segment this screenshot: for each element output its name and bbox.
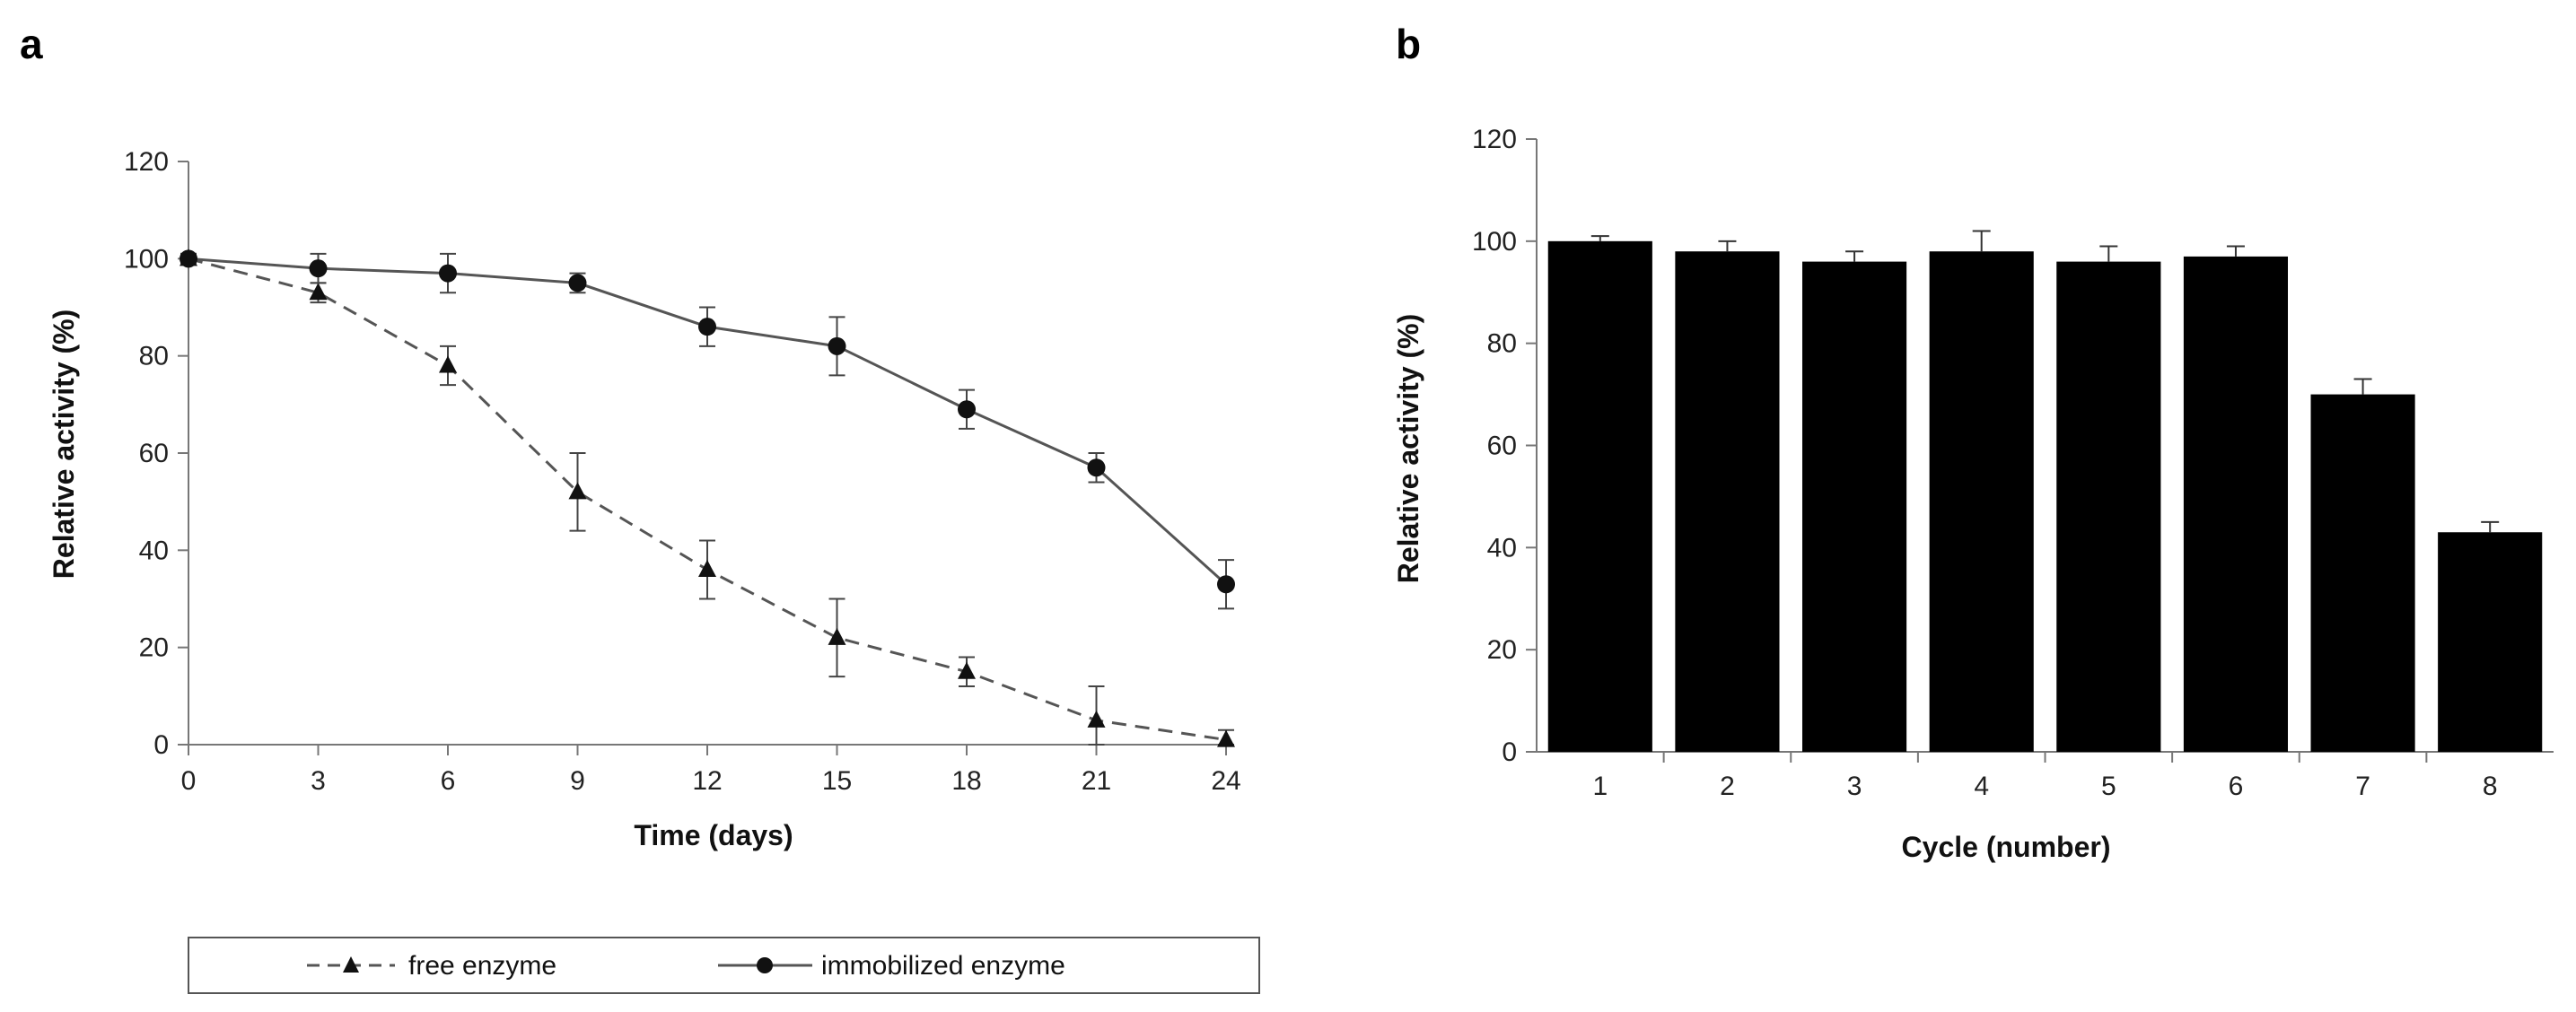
data-point-triangle <box>958 661 976 679</box>
chart-b-y-tick-label: 100 <box>1472 227 1517 257</box>
data-point-triangle <box>568 482 587 500</box>
chart-a-x-axis-title: Time (days) <box>634 819 793 851</box>
legend-free-enzyme-label: free enzyme <box>408 951 556 981</box>
data-point-circle <box>828 336 846 355</box>
chart-a-x-tick-labels: 0 3 6 9 12 15 18 21 24 <box>181 766 1241 796</box>
chart-b-x-tick-label: 7 <box>2355 772 2370 801</box>
panel-label-b: b <box>1396 21 1421 67</box>
chart-a-y-tick-labels: 0 20 40 60 80 100 120 <box>124 147 169 760</box>
chart-a-x-tick-label: 0 <box>181 766 197 796</box>
chart-b-bars <box>1547 230 2543 753</box>
data-point-triangle <box>1217 729 1235 747</box>
data-point-triangle <box>439 355 457 373</box>
legend-circle-marker <box>757 957 773 973</box>
data-point-triangle <box>698 560 716 577</box>
chart-a-x-tick-label: 9 <box>570 766 585 796</box>
chart-a-series <box>180 249 1235 747</box>
chart-a-axes <box>178 161 1227 755</box>
chart-b-y-tick-labels: 0 20 40 60 80 100 120 <box>1472 125 1517 767</box>
chart-b-y-tick-label: 80 <box>1487 329 1517 359</box>
data-point-triangle <box>828 627 846 645</box>
chart-a-x-tick-label: 6 <box>441 766 456 796</box>
data-point-circle <box>698 318 716 336</box>
chart-b-x-tick-label: 8 <box>2483 772 2498 801</box>
chart-a-y-tick-label: 60 <box>139 439 169 468</box>
panel-label-a: a <box>20 21 43 67</box>
chart-a-y-axis-title: Relative activity (%) <box>48 310 80 580</box>
chart-b-x-tick-label: 5 <box>2101 772 2116 801</box>
data-point-triangle <box>1087 710 1106 728</box>
bar <box>1547 240 1652 752</box>
chart-a-x-tick-label: 12 <box>692 766 722 796</box>
chart-b-x-tick-label: 2 <box>1720 772 1735 801</box>
bar <box>1929 251 2034 752</box>
data-point-circle <box>1087 458 1106 477</box>
bar-chart: 0 20 40 60 80 100 120 1 2 3 4 5 6 7 8 Relative activi… <box>1392 125 2554 863</box>
chart-a-x-tick-label: 21 <box>1082 766 1111 796</box>
chart-b-y-tick-label: 20 <box>1487 635 1517 665</box>
chart-b-x-tick-label: 4 <box>1974 772 1989 801</box>
chart-b-x-tick-label: 1 <box>1592 772 1608 801</box>
data-point-circle <box>958 400 976 419</box>
chart-a-x-tick-label: 15 <box>822 766 852 796</box>
data-point-circle <box>180 249 197 268</box>
chart-a-x-tick-label: 3 <box>311 766 326 796</box>
data-point-circle <box>309 259 328 278</box>
bar <box>2438 532 2543 752</box>
chart-b-y-tick-label: 120 <box>1472 125 1517 154</box>
chart-b-x-tick-label: 3 <box>1847 772 1862 801</box>
chart-a-x-tick-label: 24 <box>1211 766 1240 796</box>
bar <box>2310 394 2415 752</box>
legend-immobilized-enzyme-label: immobilized enzyme <box>821 951 1065 981</box>
chart-a-x-tick-label: 18 <box>951 766 981 796</box>
chart-a-y-tick-label: 0 <box>153 730 169 760</box>
bar <box>2183 256 2289 752</box>
chart-b-y-axis-title: Relative activity (%) <box>1392 314 1424 584</box>
data-point-circle <box>439 264 457 283</box>
chart-b-y-tick-label: 40 <box>1487 533 1517 563</box>
legend-triangle-marker <box>343 956 359 973</box>
chart-a-legend: free enzyme immobilized enzyme <box>188 937 1260 994</box>
bar <box>2056 261 2161 753</box>
chart-a-y-tick-label: 40 <box>139 536 169 565</box>
chart-a-y-tick-label: 100 <box>124 244 169 274</box>
data-point-circle <box>1217 575 1235 594</box>
chart-b-x-tick-labels: 1 2 3 4 5 6 7 8 <box>1592 772 2497 801</box>
chart-a-y-tick-label: 80 <box>139 342 169 371</box>
chart-b-x-tick-label: 6 <box>2229 772 2244 801</box>
chart-a-y-tick-label: 120 <box>124 147 169 177</box>
chart-b-x-axis-title: Cycle (number) <box>1902 831 2111 863</box>
data-point-triangle <box>309 283 328 301</box>
chart-b-y-tick-label: 0 <box>1502 737 1517 767</box>
bar <box>1801 261 1907 753</box>
data-point-circle <box>568 274 587 292</box>
bar <box>1675 251 1780 752</box>
chart-b-y-tick-label: 60 <box>1487 432 1517 461</box>
chart-a-y-tick-label: 20 <box>139 633 169 663</box>
line-chart: 0 20 40 60 80 100 120 0 3 6 9 12 15 18 21 24 Relative … <box>48 147 1241 851</box>
